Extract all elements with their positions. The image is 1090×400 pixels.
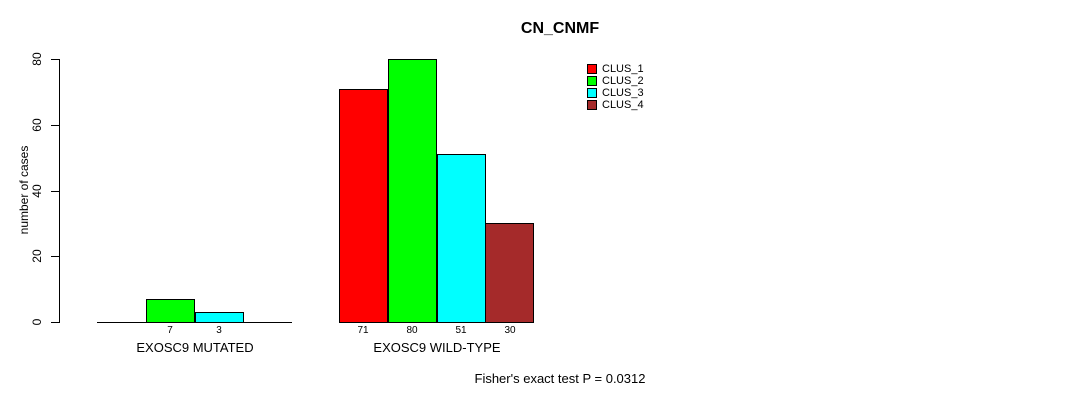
bar-value-label: 71: [357, 325, 369, 336]
y-tick: [51, 322, 59, 323]
legend-label: CLUS_4: [602, 98, 644, 111]
legend-label: CLUS_3: [602, 86, 644, 99]
bar-clus_2: [388, 59, 437, 323]
y-tick-label: 0: [30, 318, 44, 326]
legend-label: CLUS_1: [602, 62, 644, 75]
bar-clus_3: [195, 312, 244, 323]
bar-value-label: 30: [504, 325, 516, 336]
legend-item: CLUS_4: [587, 99, 644, 111]
bar-clus_4: [485, 223, 534, 323]
y-tick-label: 60: [30, 118, 44, 132]
bar-clus_1: [339, 89, 388, 323]
legend-item: CLUS_1: [587, 63, 644, 75]
bar-value-label: 80: [406, 325, 418, 336]
chart-title: CN_CNMF: [520, 20, 600, 37]
x-group-label: EXOSC9 WILD-TYPE: [373, 340, 501, 355]
y-axis-label: number of cases: [17, 145, 31, 235]
legend-swatch-clus_2: [587, 76, 597, 86]
bar-clus_3: [437, 154, 486, 323]
legend-item: CLUS_2: [587, 75, 644, 87]
stat-test-note: Fisher's exact test P = 0.0312: [474, 371, 646, 386]
y-axis-line: [59, 59, 60, 323]
bar-value-label: 51: [455, 325, 467, 336]
y-tick-label: 80: [30, 52, 44, 66]
legend-label: CLUS_2: [602, 74, 644, 87]
y-tick: [51, 125, 59, 126]
bar-value-label: 3: [216, 325, 222, 336]
x-group-label: EXOSC9 MUTATED: [136, 340, 254, 355]
legend-item: CLUS_3: [587, 87, 644, 99]
bar-value-label: 7: [167, 325, 173, 336]
bar-clus_2: [146, 299, 195, 323]
y-tick: [51, 59, 59, 60]
y-tick-label: 40: [30, 184, 44, 198]
y-tick: [51, 256, 59, 257]
legend: CLUS_1 CLUS_2 CLUS_3 CLUS_4: [587, 63, 644, 111]
y-tick: [51, 191, 59, 192]
legend-swatch-clus_1: [587, 64, 597, 74]
y-tick-label: 20: [30, 249, 44, 263]
legend-swatch-clus_3: [587, 88, 597, 98]
legend-swatch-clus_4: [587, 100, 597, 110]
